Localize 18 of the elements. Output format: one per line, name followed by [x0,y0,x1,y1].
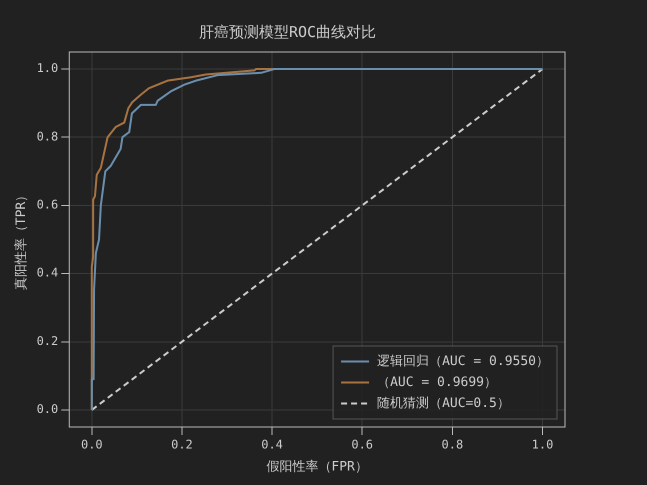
y-tick-label: 0.2 [36,334,58,348]
x-tick-label: 0.6 [351,437,374,452]
chart-title: 肝癌预测模型ROC曲线对比 [198,22,376,41]
x-tick-label: 1.0 [532,437,554,452]
y-tick-label: 0.0 [36,402,58,416]
x-axis-title: 假阳性率（FPR） [266,458,368,475]
y-tick-label: 0.6 [36,198,58,212]
y-tick-label: 0.8 [36,129,58,144]
x-tick-label: 0.2 [171,437,193,452]
y-axis-title: 真阳性率（TPR） [13,188,30,290]
y-tick-label: 0.4 [36,266,58,280]
x-tick-label: 0.8 [441,437,464,452]
x-tick-label: 0.0 [80,437,103,452]
y-tick-label: 1.0 [36,61,58,76]
legend-label: 随机猜测（AUC=0.5） [377,396,510,411]
legend-label: （AUC = 0.9699） [377,374,497,390]
x-tick-label: 0.4 [261,437,283,452]
legend-label: 逻辑回归（AUC = 0.9550） [377,354,549,369]
